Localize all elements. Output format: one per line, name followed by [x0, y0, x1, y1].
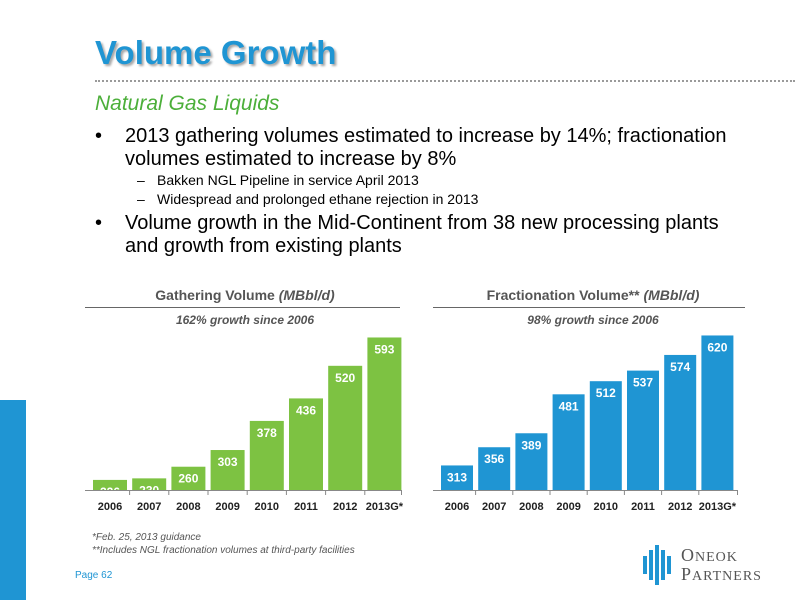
bar-value-label: 593: [374, 342, 394, 356]
bullet-glyph: •: [95, 125, 103, 147]
bar-value-label: 313: [447, 470, 467, 484]
sub-bullet-text: Widespread and prolonged ethane rejectio…: [157, 191, 479, 207]
bar-value-label: 356: [484, 452, 504, 466]
chart-title: Fractionation Volume** (MBbl/d): [486, 287, 700, 303]
bar-value-label: 620: [707, 340, 727, 354]
bullet-item: • 2013 gathering volumes estimated to in…: [95, 125, 785, 171]
page-number: Page 62: [75, 570, 113, 581]
fractionation-volume-chart: Fractionation Volume** (MBbl/d) 98% grow…: [433, 285, 753, 525]
bar-value-label: 389: [521, 438, 541, 452]
sub-bullet-glyph: –: [137, 191, 145, 207]
bar: [93, 479, 127, 490]
bullet-text-line2: volumes estimated to increase by 8%: [125, 148, 457, 170]
bullet-text-line2: and growth from existing plants: [125, 235, 402, 257]
bullet-glyph: •: [95, 212, 103, 234]
x-tick-label: 2011: [631, 501, 655, 513]
x-tick-label: 2010: [594, 501, 618, 513]
bar: [589, 381, 622, 490]
bar: [249, 420, 284, 490]
x-tick-label: 2009: [556, 501, 580, 513]
x-tick-label: 2007: [482, 501, 506, 513]
x-tick-label: 2008: [519, 501, 543, 513]
bar: [515, 433, 548, 490]
page-subtitle: Natural Gas Liquids: [95, 92, 280, 115]
bar-value-label: 226: [100, 485, 120, 499]
page-title: Volume Growth: [95, 34, 337, 71]
bar-value-label: 537: [633, 376, 653, 390]
oneok-partners-logo: ONEOK PARTNERS: [641, 545, 781, 585]
footnote: *Feb. 25, 2013 guidance: [92, 532, 201, 543]
bar: [210, 450, 245, 490]
title-divider: [95, 80, 795, 82]
bar: [328, 365, 363, 490]
sub-bullet-item: – Bakken NGL Pipeline in service April 2…: [95, 171, 785, 190]
footnotes: *Feb. 25, 2013 guidance **Includes NGL f…: [92, 531, 355, 557]
chart-plot: 313 356 389 481 512 537 574 620 2006 2007 2008 2009…: [433, 335, 738, 513]
sidebar-accent: [0, 400, 26, 600]
x-tick-label: 2006: [445, 501, 469, 513]
sub-bullet-text: Bakken NGL Pipeline in service April 201…: [157, 172, 419, 188]
footnote: **Includes NGL fractionation volumes at …: [92, 545, 355, 556]
bar: [289, 398, 323, 490]
chart-annotation: 162% growth since 2006: [175, 313, 315, 327]
bar-value-label: 481: [559, 399, 579, 413]
logo-wordmark: ONEOK PARTNERS: [681, 545, 762, 584]
bar-value-label: 303: [218, 455, 238, 469]
bullet-list: • 2013 gathering volumes estimated to in…: [95, 125, 785, 258]
bar-value-label: 574: [670, 360, 690, 374]
bar-value-label: 378: [257, 426, 277, 440]
bar: [132, 478, 167, 490]
bar-value-label: 512: [596, 386, 616, 400]
x-tick-label: 2007: [137, 501, 161, 513]
x-tick-label: 2009: [215, 501, 239, 513]
oneok-logo-icon: [643, 545, 671, 585]
bar: [367, 337, 402, 490]
bar: [664, 354, 697, 490]
bar: [627, 370, 659, 490]
chart-title-underline: [85, 307, 400, 308]
bar-value-label: 520: [335, 371, 355, 385]
bar: [701, 335, 734, 490]
bullet-text-line1: Volume growth in the Mid-Continent from …: [125, 212, 719, 234]
bar-value-label: 436: [296, 403, 316, 417]
chart-annotation: 98% growth since 2006: [527, 313, 659, 327]
chart-title: Gathering Volume (MBbl/d): [155, 287, 335, 303]
x-tick-label: 2012: [333, 501, 357, 513]
bar: [171, 466, 206, 490]
x-tick-label: 2010: [255, 501, 279, 513]
bullet-item: • Volume growth in the Mid-Continent fro…: [95, 212, 785, 258]
bar-value-label: 260: [178, 472, 198, 486]
bar: [441, 465, 473, 490]
x-tick-label: 2013G*: [366, 501, 404, 513]
x-tick-label: 2008: [176, 501, 200, 513]
sub-bullet-item: – Widespread and prolonged ethane reject…: [95, 190, 785, 209]
sub-bullet-glyph: –: [137, 172, 145, 188]
x-tick-label: 2011: [294, 501, 318, 513]
x-tick-label: 2013G*: [699, 501, 737, 513]
x-tick-label: 2006: [98, 501, 122, 513]
bar: [552, 394, 585, 490]
gathering-volume-chart: Gathering Volume (MBbl/d) 162% growth si…: [85, 285, 405, 525]
x-tick-label: 2012: [668, 501, 692, 513]
bullet-text-line1: 2013 gathering volumes estimated to incr…: [125, 125, 727, 147]
chart-title-underline: [433, 307, 745, 308]
bar: [478, 447, 511, 490]
